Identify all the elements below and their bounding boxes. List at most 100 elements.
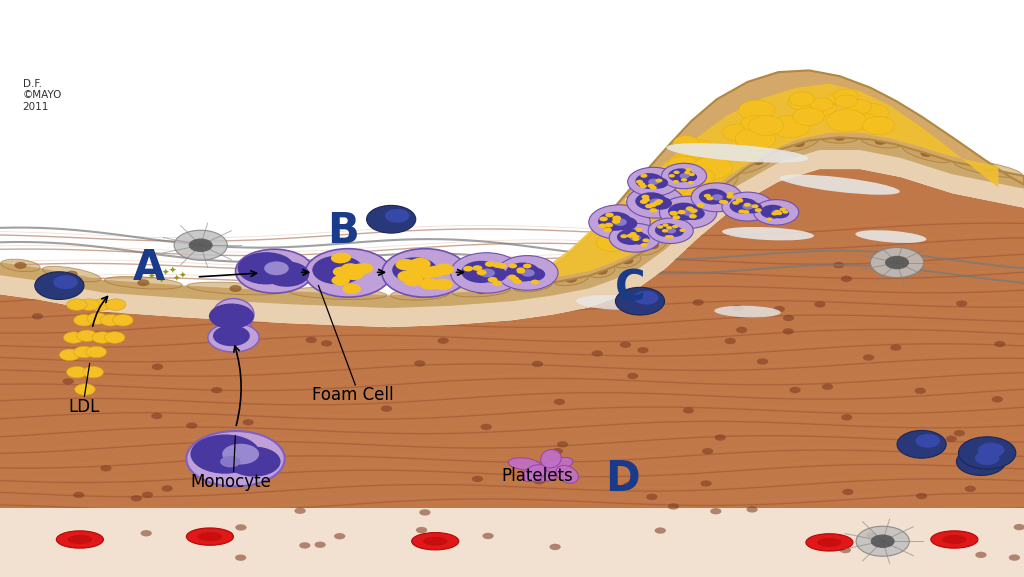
- Circle shape: [229, 285, 242, 292]
- Circle shape: [646, 494, 657, 500]
- Circle shape: [475, 287, 487, 294]
- Circle shape: [690, 208, 697, 213]
- Ellipse shape: [942, 535, 967, 544]
- Circle shape: [635, 192, 667, 210]
- Circle shape: [921, 150, 933, 157]
- Circle shape: [683, 407, 694, 414]
- Circle shape: [774, 210, 780, 213]
- Circle shape: [649, 198, 663, 205]
- Circle shape: [757, 358, 768, 365]
- Circle shape: [74, 314, 94, 326]
- Circle shape: [599, 216, 608, 222]
- Circle shape: [655, 178, 663, 182]
- Circle shape: [685, 168, 692, 171]
- Circle shape: [506, 263, 540, 282]
- Circle shape: [305, 249, 391, 297]
- Circle shape: [680, 173, 689, 179]
- Text: ✦: ✦: [158, 277, 166, 286]
- Circle shape: [700, 480, 712, 486]
- Circle shape: [645, 204, 653, 208]
- Ellipse shape: [737, 150, 778, 173]
- Circle shape: [662, 163, 707, 189]
- Text: A: A: [132, 248, 165, 289]
- Circle shape: [493, 280, 502, 286]
- Circle shape: [672, 225, 678, 228]
- Circle shape: [67, 299, 87, 310]
- Circle shape: [665, 235, 671, 239]
- Circle shape: [663, 181, 687, 195]
- Circle shape: [639, 210, 663, 224]
- Circle shape: [523, 264, 531, 268]
- Circle shape: [530, 280, 539, 284]
- Circle shape: [958, 437, 1016, 469]
- Circle shape: [711, 193, 731, 204]
- Circle shape: [74, 346, 94, 358]
- Circle shape: [186, 431, 285, 486]
- Circle shape: [735, 198, 742, 202]
- Circle shape: [670, 211, 677, 215]
- Circle shape: [673, 136, 699, 150]
- Circle shape: [334, 533, 345, 539]
- Circle shape: [403, 275, 424, 286]
- Ellipse shape: [779, 175, 900, 194]
- Circle shape: [508, 275, 516, 279]
- Circle shape: [684, 171, 690, 174]
- Circle shape: [611, 219, 621, 224]
- Circle shape: [520, 267, 545, 281]
- Circle shape: [793, 108, 824, 126]
- Circle shape: [478, 267, 507, 283]
- Circle shape: [91, 299, 112, 310]
- Circle shape: [392, 257, 437, 283]
- Circle shape: [215, 319, 252, 339]
- Circle shape: [673, 215, 680, 220]
- Circle shape: [916, 493, 928, 499]
- Ellipse shape: [695, 174, 738, 207]
- Circle shape: [776, 212, 782, 215]
- Circle shape: [557, 441, 568, 448]
- Circle shape: [653, 201, 660, 205]
- Circle shape: [654, 527, 666, 534]
- Circle shape: [862, 117, 895, 134]
- Circle shape: [92, 332, 113, 343]
- Circle shape: [671, 177, 709, 199]
- Circle shape: [472, 265, 482, 271]
- Circle shape: [476, 269, 486, 275]
- Circle shape: [956, 301, 968, 307]
- Circle shape: [890, 344, 901, 351]
- Circle shape: [59, 349, 80, 361]
- Circle shape: [689, 214, 697, 219]
- Text: ✦: ✦: [172, 275, 180, 284]
- Circle shape: [696, 203, 705, 208]
- Circle shape: [333, 267, 351, 277]
- Circle shape: [79, 299, 99, 310]
- Circle shape: [722, 124, 753, 141]
- Circle shape: [220, 456, 241, 467]
- Circle shape: [414, 360, 425, 366]
- Circle shape: [113, 314, 133, 326]
- Circle shape: [779, 208, 785, 211]
- Circle shape: [732, 201, 739, 205]
- Circle shape: [174, 230, 227, 260]
- Circle shape: [834, 134, 846, 141]
- Circle shape: [703, 194, 711, 198]
- Circle shape: [238, 252, 295, 284]
- Circle shape: [666, 226, 673, 230]
- Ellipse shape: [412, 533, 459, 550]
- Circle shape: [186, 422, 198, 429]
- Circle shape: [611, 211, 638, 226]
- Circle shape: [493, 263, 503, 268]
- Circle shape: [975, 451, 999, 465]
- Circle shape: [222, 531, 233, 537]
- Circle shape: [644, 219, 676, 237]
- Circle shape: [766, 218, 773, 221]
- Circle shape: [32, 313, 43, 320]
- Circle shape: [411, 258, 431, 270]
- Circle shape: [618, 210, 644, 225]
- Circle shape: [743, 203, 751, 207]
- Ellipse shape: [820, 132, 859, 143]
- Circle shape: [788, 95, 815, 110]
- Circle shape: [978, 443, 1005, 458]
- Circle shape: [843, 489, 854, 495]
- Circle shape: [783, 315, 795, 321]
- Circle shape: [331, 253, 349, 263]
